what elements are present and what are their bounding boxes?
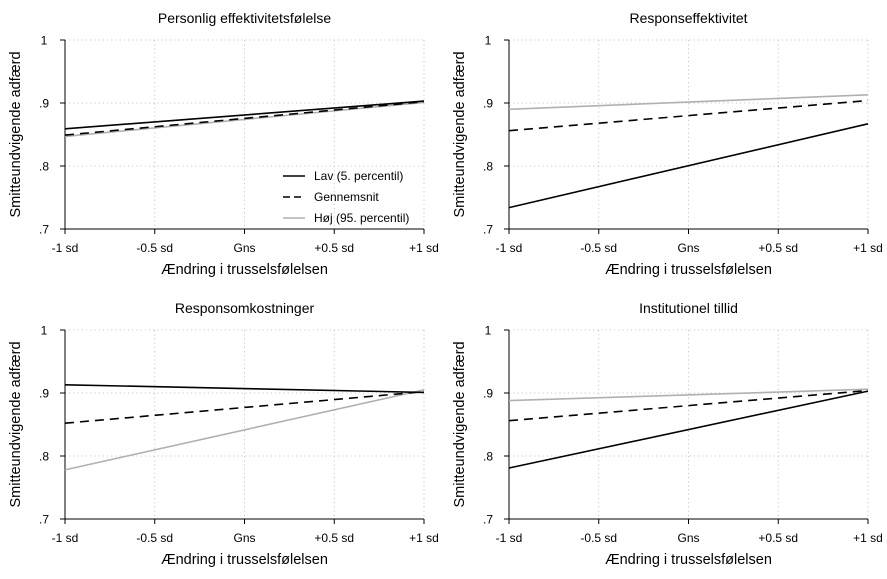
chart2-ytick-label: .9 [483,97,493,111]
chart2-xtick-label: -1 sd [496,241,523,255]
chart2-title: Responseffektivitet [629,10,747,26]
chart3-xtick-label: +1 sd [409,531,439,545]
chart4-series-line [508,388,869,402]
chart2-series-line [508,123,869,209]
chart2-xtick-label: +1 sd [853,241,883,255]
chart2-xtick-label: -0.5 sd [580,241,617,255]
chart3-ytick-label: .8 [39,450,49,464]
chart1-legend-label: Gennemsnit [314,190,379,204]
chart3-xlabel: Ændring i trusselsfølelsen [161,552,328,568]
chart3-series-line [64,384,425,394]
chart2-ytick-label: 1 [485,34,492,48]
chart4-ytick-label: .9 [483,387,493,401]
chart1-legend-label: Lav (5. percentil) [314,169,403,183]
chart3-series-line [64,389,425,471]
chart1-ytick-label: .8 [39,160,49,174]
chart4-xlabel: Ændring i trusselsfølelsen [605,552,772,568]
chart4-title: Institutionel tillid [639,300,738,316]
chart1-ytick-label: .7 [39,223,49,237]
chart1-xtick-label: -1 sd [52,241,79,255]
chart1-xtick-label: +1 sd [409,241,439,255]
chart4-ytick-label: .8 [483,450,493,464]
chart4-xtick-label: -0.5 sd [580,531,617,545]
chart1-ylabel: Smitteundvigende adfærd [8,51,24,217]
chart2-series-line [508,99,869,132]
chart4-ylabel: Smitteundvigende adfærd [452,341,468,507]
chart3-xtick-label: -1 sd [52,531,79,545]
chart4-series-line [508,390,869,469]
chart2-series-line [508,94,869,111]
chart1-ytick-label: .9 [39,97,49,111]
chart2-ytick-label: .8 [483,160,493,174]
chart4-series-line [508,389,869,422]
chart3-title: Responsomkostninger [175,300,315,316]
chart3-xtick-label: +0.5 sd [314,531,354,545]
chart4-xtick-label: -1 sd [496,531,523,545]
chart3-ytick-label: .9 [39,387,49,401]
chart1-xtick-label: Gns [233,241,255,255]
chart2-ylabel: Smitteundvigende adfærd [452,51,468,217]
chart4-xtick-label: +1 sd [853,531,883,545]
chart3-ytick-label: .7 [39,513,49,527]
chart2-ytick-label: .7 [483,223,493,237]
chart4-xtick-label: Gns [677,531,699,545]
chart2-xtick-label: Gns [677,241,699,255]
chart1-series-line [64,100,425,136]
chart1-xtick-label: +0.5 sd [314,241,354,255]
chart1-ytick-label: 1 [41,34,48,48]
chart4-ytick-label: 1 [485,324,492,338]
chart1-title: Personlig effektivitetsfølelse [158,10,331,26]
chart2-xlabel: Ændring i trusselsfølelsen [605,262,772,278]
chart3-xtick-label: Gns [233,531,255,545]
chart3-series-line [64,390,425,424]
chart1-xlabel: Ændring i trusselsfølelsen [161,262,328,278]
chart3-xtick-label: -0.5 sd [136,531,173,545]
chart3-ylabel: Smitteundvigende adfærd [8,341,24,507]
chart4-xtick-label: +0.5 sd [758,531,798,545]
chart2-xtick-label: +0.5 sd [758,241,798,255]
chart3-ytick-label: 1 [41,324,48,338]
chart1-series-line [64,100,425,130]
chart1-legend-label: Høj (95. percentil) [314,211,409,225]
chart4-ytick-label: .7 [483,513,493,527]
chart1-xtick-label: -0.5 sd [136,241,173,255]
